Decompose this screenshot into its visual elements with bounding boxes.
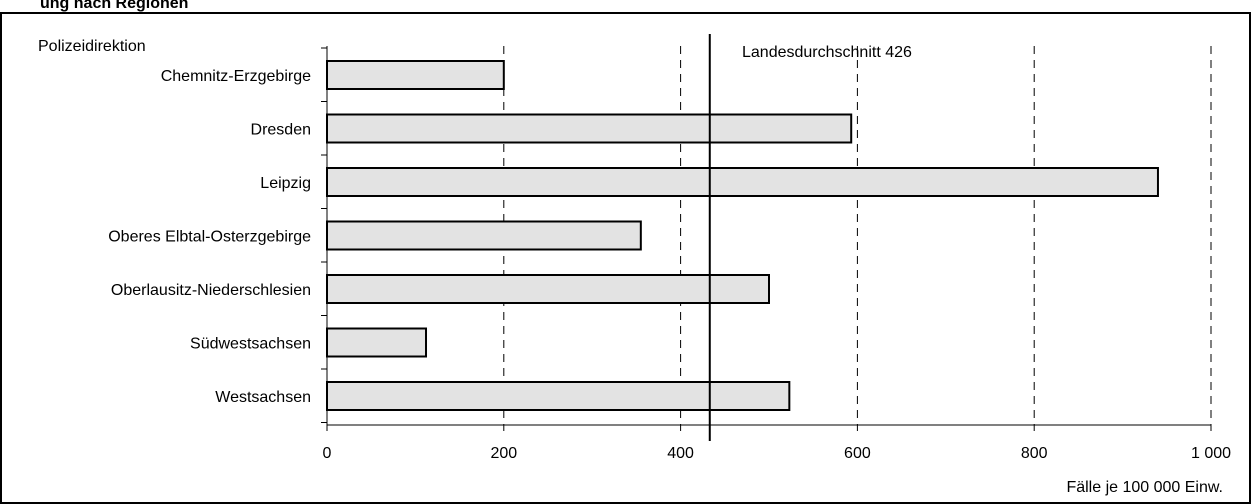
x-tick-label: 200	[490, 445, 517, 462]
bar	[326, 220, 642, 251]
chart-border	[0, 12, 1251, 504]
x-tick-label: 400	[667, 445, 694, 462]
category-axis-title: Polizeidirektion	[38, 38, 146, 55]
bar	[326, 167, 1159, 197]
x-tick-label: 0	[323, 445, 332, 462]
labels: Chemnitz-Erzgebirge Dresden Leipzig Oberes …	[108, 44, 1231, 462]
x-axis-title: Fälle je 100 000 Einw.	[1066, 479, 1223, 496]
bar	[326, 381, 791, 411]
header-fragment: ung nach Regionen	[40, 0, 188, 12]
axes	[321, 46, 1212, 431]
bar	[326, 327, 428, 358]
category-label: Südwestsachsen	[190, 336, 311, 353]
x-tick-label: 800	[1021, 445, 1048, 462]
bar	[326, 60, 505, 90]
gridlines	[503, 46, 1212, 425]
bar	[326, 274, 770, 304]
bar	[326, 113, 853, 144]
x-tick-label: 600	[844, 445, 871, 462]
category-label: Oberes Elbtal-Osterzgebirge	[108, 229, 311, 246]
category-label: Dresden	[251, 122, 311, 139]
category-label: Leipzig	[260, 175, 311, 192]
reference-line-label: Landesdurchschnitt 426	[742, 44, 912, 61]
category-label: Chemnitz-Erzgebirge	[161, 68, 311, 85]
category-label: Oberlausitz-Niederschlesien	[111, 282, 311, 299]
x-tick-label: 1 000	[1191, 445, 1231, 462]
category-label: Westsachsen	[215, 389, 311, 406]
